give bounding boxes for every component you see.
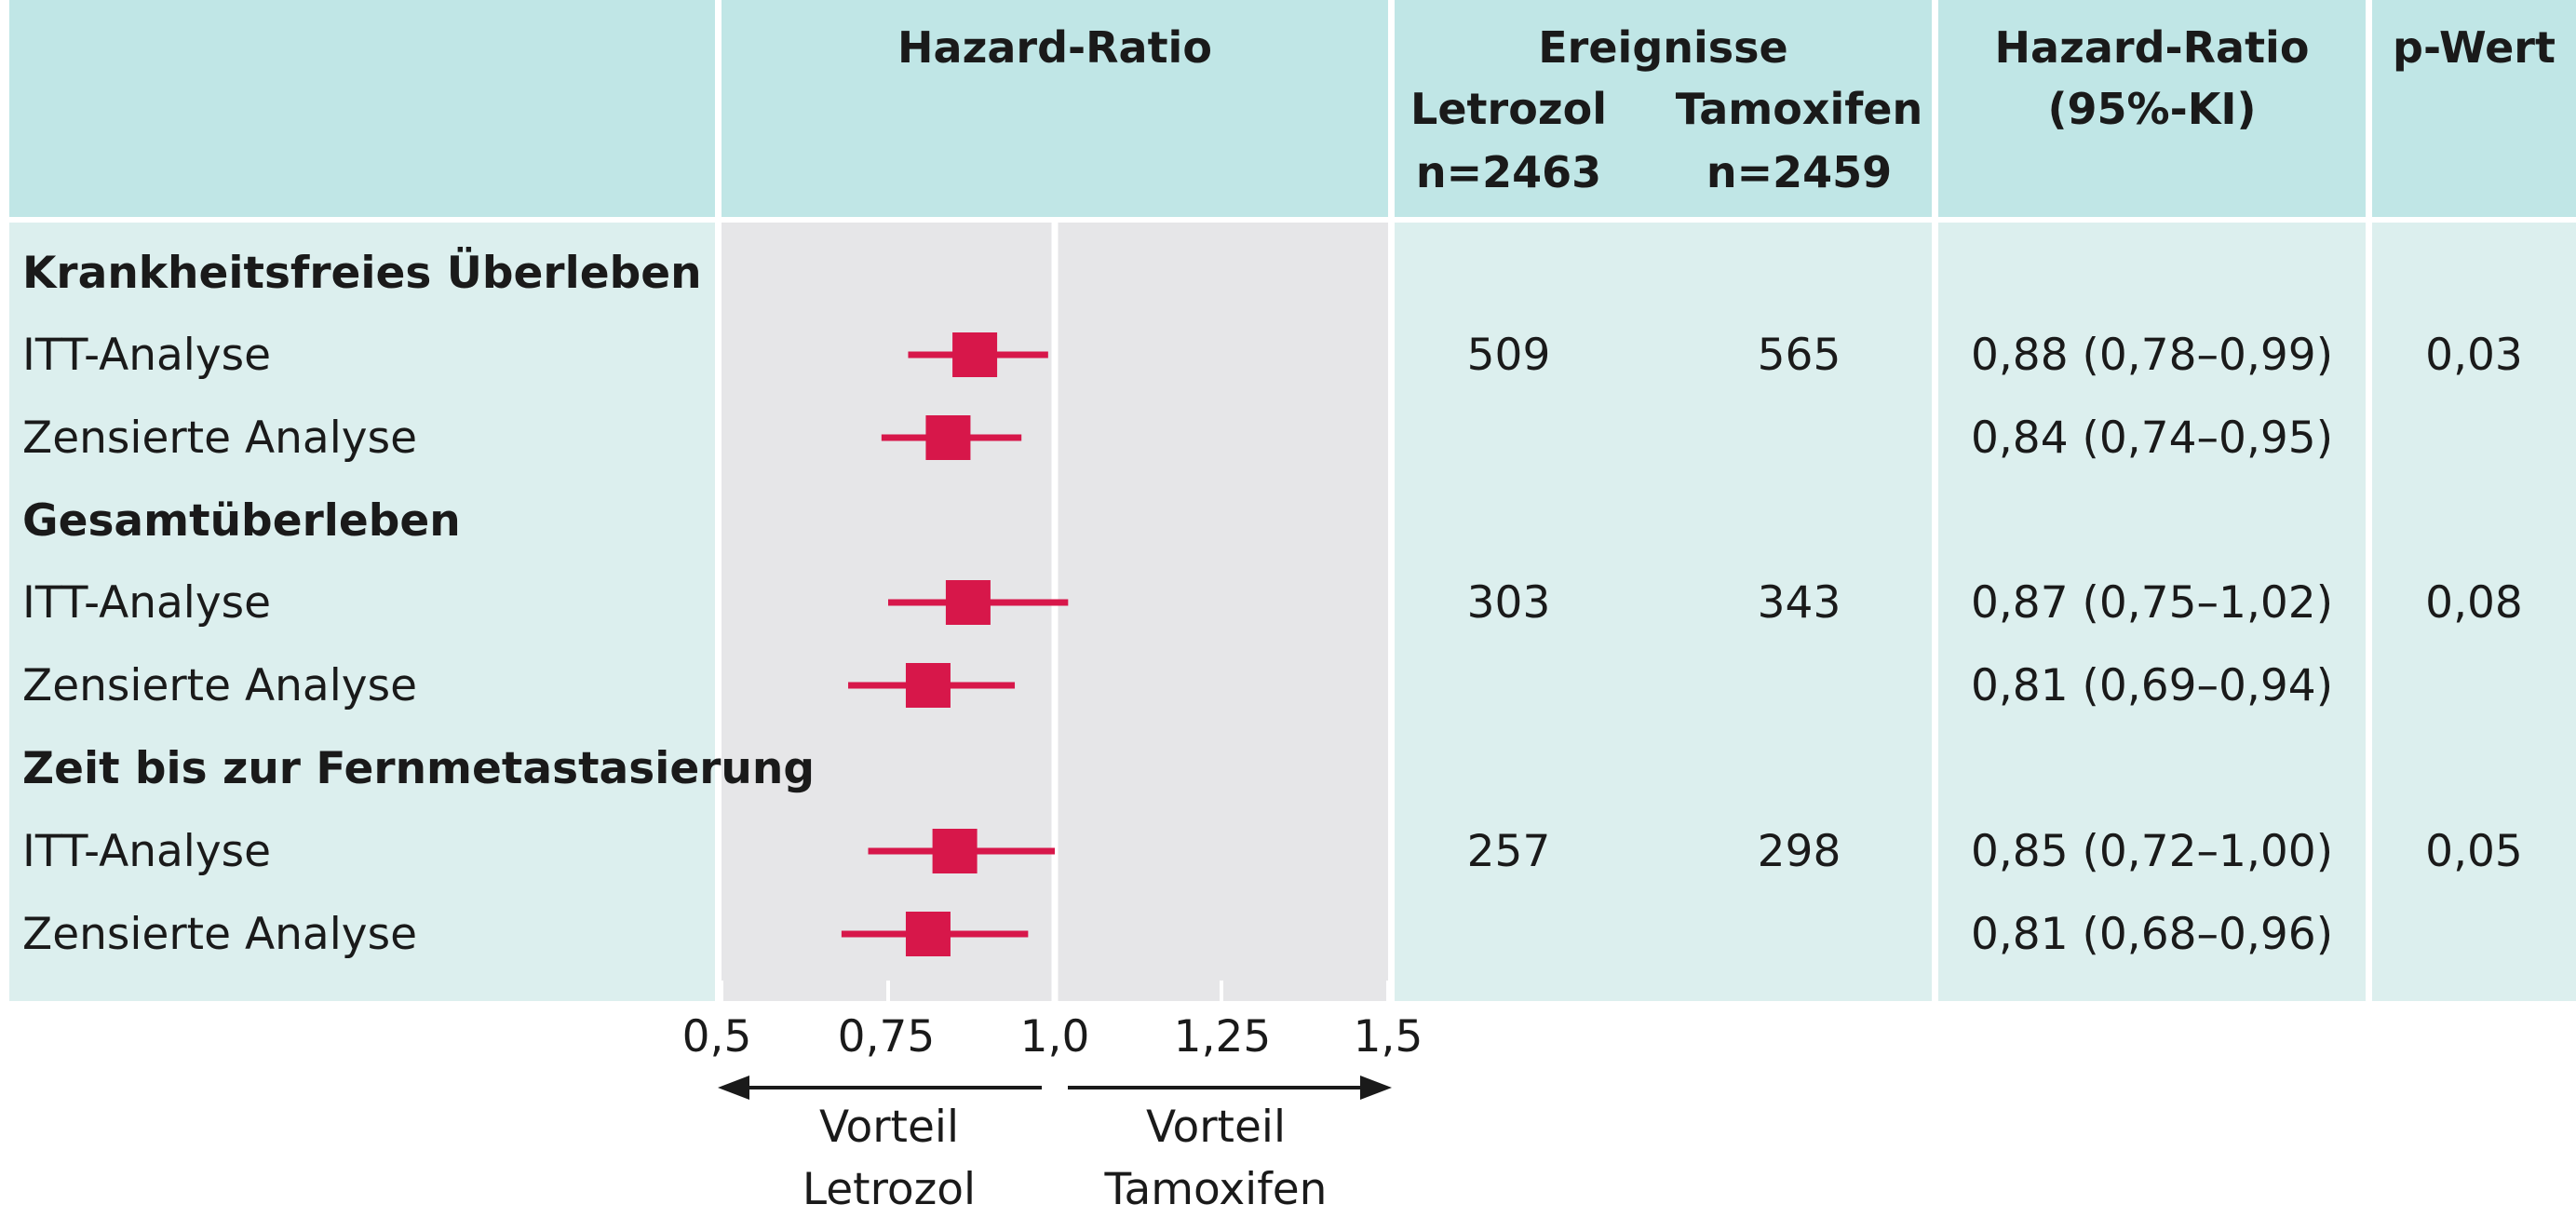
hr-ci-value: 0,81 (0,68–0,96) [1970,909,2334,960]
x-tick-label: 1,5 [1353,1011,1423,1062]
header-events: Ereignisse [1538,22,1788,73]
hr-ci-value: 0,88 (0,78–0,99) [1970,330,2334,381]
row-label: ITT-Analyse [22,826,272,877]
section-title: Zeit bis zur Fernmetastasierung [22,743,815,794]
hr-marker [925,415,971,460]
hr-ci-value: 0,87 (0,75–1,02) [1970,577,2334,629]
section-title: Gesamtüberleben [22,495,461,547]
hr-ci-value: 0,85 (0,72–1,00) [1970,826,2334,877]
hr-marker [952,332,998,377]
hr-marker [905,663,951,708]
advantage-tamoxifen-label: Vorteil [1145,1102,1287,1153]
advantage-letrozol-label: Vorteil [818,1102,960,1153]
grid-line [0,217,2576,223]
section-title: Krankheitsfreies Überleben [22,248,702,299]
hr-marker [945,580,991,625]
header-hr-ci-1: Hazard-Ratio [1994,22,2310,73]
events-tamoxifen: 565 [1757,330,1841,381]
arrow-letrozol-head [718,1076,749,1100]
row-label: ITT-Analyse [22,330,272,381]
row-label: Zensierte Analyse [22,413,417,464]
x-tick-label: 0,5 [681,1011,752,1062]
hr-marker [932,829,978,873]
row-label: Zensierte Analyse [22,909,417,960]
grid-line [2366,0,2372,1001]
x-tick-label: 1,25 [1173,1011,1272,1062]
header-letrozol: Letrozol [1410,84,1607,134]
events-tamoxifen: 298 [1757,826,1841,877]
grid-line [1388,0,1395,1001]
hr-marker [905,912,951,956]
advantage-letrozol-label: Letrozol [802,1164,977,1215]
header-pvalue: p-Wert [2393,22,2556,73]
hr-ci-value: 0,84 (0,74–0,95) [1970,413,2334,464]
header-hazard-ratio: Hazard-Ratio [897,22,1212,73]
events-letrozol: 303 [1466,577,1551,629]
row-label: ITT-Analyse [22,577,272,629]
events-letrozol: 257 [1466,826,1551,877]
events-letrozol: 509 [1466,330,1551,381]
row-label: Zensierte Analyse [22,660,417,711]
header-band [0,0,2576,219]
header-tamoxifen: Tamoxifen [1675,84,1923,134]
arrow-tamoxifen-head [1360,1076,1392,1100]
p-value: 0,08 [2425,577,2523,629]
header-n-tamoxifen: n=2459 [1706,147,1893,197]
hr-ci-value: 0,81 (0,69–0,94) [1970,660,2334,711]
x-tick-label: 1,0 [1019,1011,1090,1062]
grid-line [1932,0,1938,1001]
header-n-letrozol: n=2463 [1415,147,1602,197]
x-tick-label: 0,75 [837,1011,936,1062]
advantage-tamoxifen-label: Tamoxifen [1104,1164,1328,1215]
p-value: 0,03 [2425,330,2523,381]
grid-line [715,0,722,1001]
header-hr-ci-2: (95%-KI) [2047,84,2257,134]
events-tamoxifen: 343 [1757,577,1841,629]
p-value: 0,05 [2425,826,2523,877]
grid-line [0,0,9,1001]
